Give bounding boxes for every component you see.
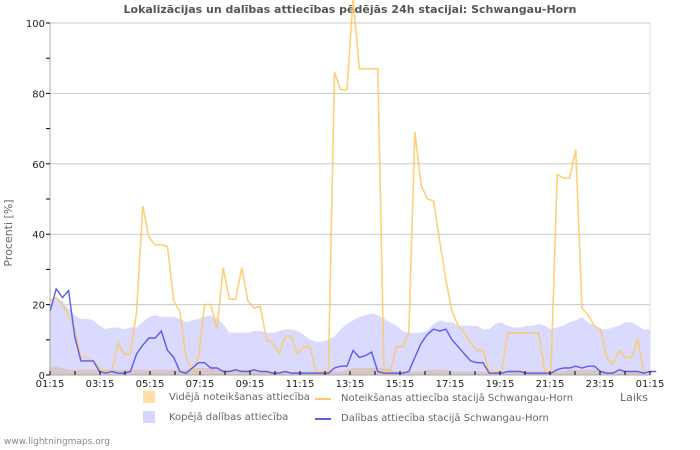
chart-title: Lokalizācijas un dalības attiecības pēdē… [123, 3, 577, 16]
legend-label: Vidējā noteikšanas attiecība [169, 391, 310, 403]
x-tick-label: 21:15 [536, 379, 565, 390]
legend-swatch-line [315, 417, 331, 420]
footer-url: www.lightningmaps.org [4, 437, 110, 447]
y-tick-label: 0 [39, 371, 45, 382]
legend-item-station-participation: Dalības attiecība stacijā Schwangau-Horn [315, 413, 549, 424]
x-tick-label: 11:15 [286, 379, 315, 390]
x-tick-label: 09:15 [236, 379, 265, 390]
legend-swatch-box [143, 391, 155, 403]
y-tick-label: 60 [32, 160, 45, 171]
legend-label: Noteikšanas attiecība stacijā Schwangau-… [341, 393, 574, 404]
legend-item-total-participation: Kopējā dalības attiecība [143, 411, 288, 423]
x-axis-label: Laiks [620, 391, 648, 404]
x-tick-label: 23:15 [586, 379, 615, 390]
y-tick-label: 100 [26, 19, 45, 30]
x-tick-label: 15:15 [386, 379, 415, 390]
legend-label: Dalības attiecība stacijā Schwangau-Horn [341, 413, 549, 424]
legend-swatch-line [315, 397, 331, 400]
x-tick-label: 01:15 [636, 379, 665, 390]
axes: 0 20 40 60 80 100 01:15 03:15 05:15 07:15 09:15 11:… [26, 19, 665, 390]
gridlines [50, 22, 650, 306]
total-participation-area [50, 297, 650, 375]
legend-label: Kopējā dalības attiecība [169, 411, 289, 423]
legend-item-station-detection: Noteikšanas attiecība stacijā Schwangau-… [315, 393, 573, 404]
x-tick-label: 03:15 [86, 379, 115, 390]
station-detection-line [49, 0, 645, 374]
legend-item-avg-detection: Vidējā noteikšanas attiecība [143, 391, 310, 403]
station-participation-line [49, 287, 657, 374]
x-tick-label: 17:15 [436, 379, 465, 390]
y-tick-label: 20 [32, 301, 45, 312]
legend-swatch-box [143, 411, 155, 423]
y-axis-label: Procenti [%] [2, 199, 15, 266]
x-tick-label: 13:15 [336, 379, 365, 390]
x-tick-label: 01:15 [36, 379, 65, 390]
y-tick-label: 40 [32, 230, 45, 241]
x-tick-label: 19:15 [486, 379, 515, 390]
x-tick-label: 07:15 [186, 379, 215, 390]
y-tick-label: 80 [32, 89, 45, 100]
x-tick-label: 05:15 [136, 379, 165, 390]
